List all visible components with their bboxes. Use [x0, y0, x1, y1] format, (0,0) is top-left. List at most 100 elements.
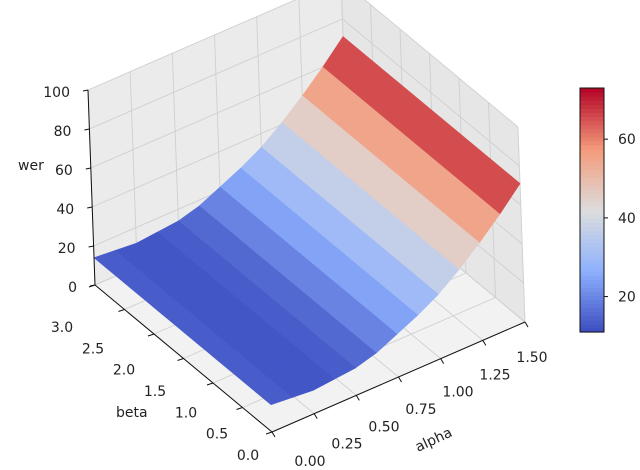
colorbar-segment — [580, 262, 604, 268]
colorbar-segment — [580, 210, 604, 215]
alpha-tick — [271, 431, 276, 438]
colorbar-segment — [580, 201, 604, 207]
colorbar-segment — [580, 246, 604, 252]
y-axis-label: beta — [116, 405, 148, 421]
colorbar-segment — [580, 185, 604, 191]
alpha-tick — [398, 376, 402, 383]
colorbar-segment — [580, 136, 604, 142]
alpha-tick — [482, 340, 487, 346]
colorbar-segment — [580, 238, 604, 244]
beta-tick-label: 1.0 — [175, 405, 197, 421]
colorbar-segment — [580, 169, 604, 174]
alpha-tick — [355, 395, 360, 401]
beta-tick-label: 0.0 — [237, 448, 259, 464]
colorbar-segment — [580, 112, 604, 118]
colorbar-segment — [580, 287, 604, 292]
colorbar-segment — [580, 218, 604, 223]
colorbar-segment — [580, 275, 604, 280]
colorbar: 20 40 60 — [579, 87, 636, 333]
colorbar-segment — [580, 242, 604, 248]
z-tick — [85, 167, 91, 170]
colorbar-segment — [580, 96, 604, 101]
colorbar-segment — [580, 157, 604, 162]
alpha-tick-label: 1.50 — [516, 350, 547, 366]
z-tick-label: 100 — [43, 85, 70, 101]
z-tick — [87, 206, 93, 209]
colorbar-segment — [580, 234, 604, 240]
colorbar-segment — [580, 153, 604, 158]
colorbar-segment — [580, 222, 604, 227]
colorbar-frame — [579, 87, 605, 333]
grid-line-z — [89, 18, 520, 167]
colorbar-segment — [580, 279, 604, 284]
colorbar-segment — [580, 132, 604, 138]
beta-tick-label: 3.0 — [51, 320, 73, 336]
beta-tick — [206, 382, 214, 386]
beta-tick — [265, 431, 273, 435]
colorbar-segment — [580, 88, 604, 93]
alpha-tick-label: 0.25 — [331, 437, 362, 453]
alpha-tick — [313, 413, 318, 419]
colorbar-segment — [580, 92, 604, 97]
z-tick — [82, 89, 89, 92]
alpha-tick-label: 0.00 — [294, 454, 325, 466]
beta-tick — [177, 358, 184, 361]
colorbar-segment — [580, 266, 604, 272]
colorbar-segment — [580, 295, 604, 301]
x-axis-label: alpha — [413, 425, 455, 456]
colorbar-segment — [580, 254, 604, 260]
colorbar-tick-label: 60 — [618, 132, 636, 148]
colorbar-segment — [580, 197, 604, 203]
colorbar-segment — [580, 307, 604, 313]
colorbar-segment — [580, 124, 604, 130]
colorbar-segment — [580, 327, 604, 333]
alpha-tick — [524, 321, 529, 328]
z-tick-label: 20 — [58, 241, 76, 257]
colorbar-segment — [580, 323, 604, 329]
grid-line-z — [87, 0, 519, 128]
colorbar-segment — [580, 161, 604, 166]
colorbar-segment — [580, 173, 604, 179]
colorbar-tick-label: 40 — [618, 211, 636, 227]
beta-tick — [118, 309, 125, 312]
tick-labels: 0.000.250.500.751.001.251.500.00.51.01.5… — [43, 85, 547, 470]
axes — [82, 89, 529, 438]
z-axis-line — [87, 89, 96, 286]
colorbar-segment — [580, 319, 604, 325]
alpha-tick-label: 1.00 — [442, 385, 473, 401]
colorbar-tick-label: 20 — [618, 290, 636, 306]
colorbar-segment — [580, 315, 604, 321]
colorbar-segment — [580, 165, 604, 170]
colorbar-segment — [580, 250, 604, 256]
colorbar-segment — [580, 189, 604, 195]
colorbar-segment — [580, 230, 604, 235]
z-tick-label: 0 — [68, 280, 77, 296]
colorbar-segment — [580, 271, 604, 276]
beta-tick — [147, 333, 155, 337]
colorbar-segment — [580, 214, 604, 219]
z-tick — [88, 245, 94, 248]
beta-tick — [236, 407, 243, 410]
colorbar-segment — [580, 299, 604, 305]
colorbar-segment — [580, 226, 604, 231]
alpha-tick-label: 0.75 — [405, 402, 436, 418]
beta-tick-label: 2.5 — [82, 341, 104, 357]
colorbar-segment — [580, 283, 604, 288]
z-tick-label: 60 — [55, 163, 73, 179]
colorbar-segment — [580, 108, 604, 113]
colorbar-segment — [580, 205, 604, 211]
z-tick — [84, 128, 90, 131]
beta-tick-label: 1.5 — [144, 384, 166, 400]
beta-tick-label: 2.0 — [113, 363, 135, 379]
colorbar-segment — [580, 258, 604, 264]
alpha-tick — [440, 358, 445, 364]
colorbar-segment — [580, 311, 604, 317]
colorbar-segment — [580, 140, 604, 146]
colorbar-segment — [580, 120, 604, 126]
colorbar-segment — [580, 104, 604, 109]
surface-patch — [240, 372, 293, 406]
z-tick — [89, 284, 96, 287]
colorbar-segment — [580, 193, 604, 199]
z-axis-label: wer — [18, 158, 44, 174]
